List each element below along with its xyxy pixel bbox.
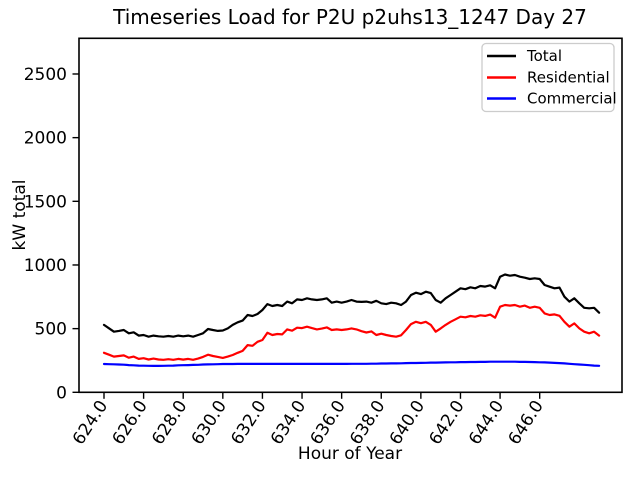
y-tick-label: 1000 — [24, 256, 67, 276]
x-tick-label: 624.0 — [69, 397, 112, 449]
plot-lines — [102, 273, 601, 367]
y-axis-ticks: 0 500 1000 1500 2000 2500 — [24, 65, 79, 403]
x-tick-label: 628.0 — [148, 397, 191, 449]
legend-label-total: Total — [526, 47, 562, 65]
x-tick-label: 638.0 — [346, 397, 389, 449]
y-tick-label: 2000 — [24, 129, 67, 149]
x-tick-label: 640.0 — [386, 397, 429, 449]
y-tick-label: 500 — [35, 320, 67, 340]
x-tick-label: 636.0 — [307, 397, 350, 449]
legend-label-residential: Residential — [527, 69, 610, 87]
x-axis-label: Hour of Year — [298, 444, 402, 464]
x-tick-label: 626.0 — [109, 397, 152, 449]
y-tick-label: 1500 — [24, 192, 67, 212]
x-axis-ticks: 624.0626.0628.0630.0632.0634.0636.0638.0… — [69, 392, 548, 449]
series-line-residential — [102, 303, 601, 361]
y-tick-label: 2500 — [24, 65, 67, 85]
y-axis-label: kW total — [10, 180, 30, 251]
x-tick-label: 632.0 — [227, 397, 270, 449]
series-line-commercial — [102, 360, 601, 367]
x-tick-label: 630.0 — [188, 397, 231, 449]
axes-frame — [78, 37, 623, 394]
legend: Total Residential Commercial — [481, 42, 617, 113]
series-line-total — [102, 273, 601, 338]
x-tick-label: 644.0 — [465, 397, 508, 449]
y-tick-label: 0 — [56, 383, 67, 403]
legend-label-commercial: Commercial — [527, 90, 617, 108]
legend-box — [481, 42, 615, 113]
x-tick-label: 642.0 — [425, 397, 468, 449]
x-tick-label: 646.0 — [505, 397, 548, 449]
x-tick-label: 634.0 — [267, 397, 310, 449]
chart-title: Timeseries Load for P2U p2uhs13_1247 Day… — [112, 5, 587, 29]
